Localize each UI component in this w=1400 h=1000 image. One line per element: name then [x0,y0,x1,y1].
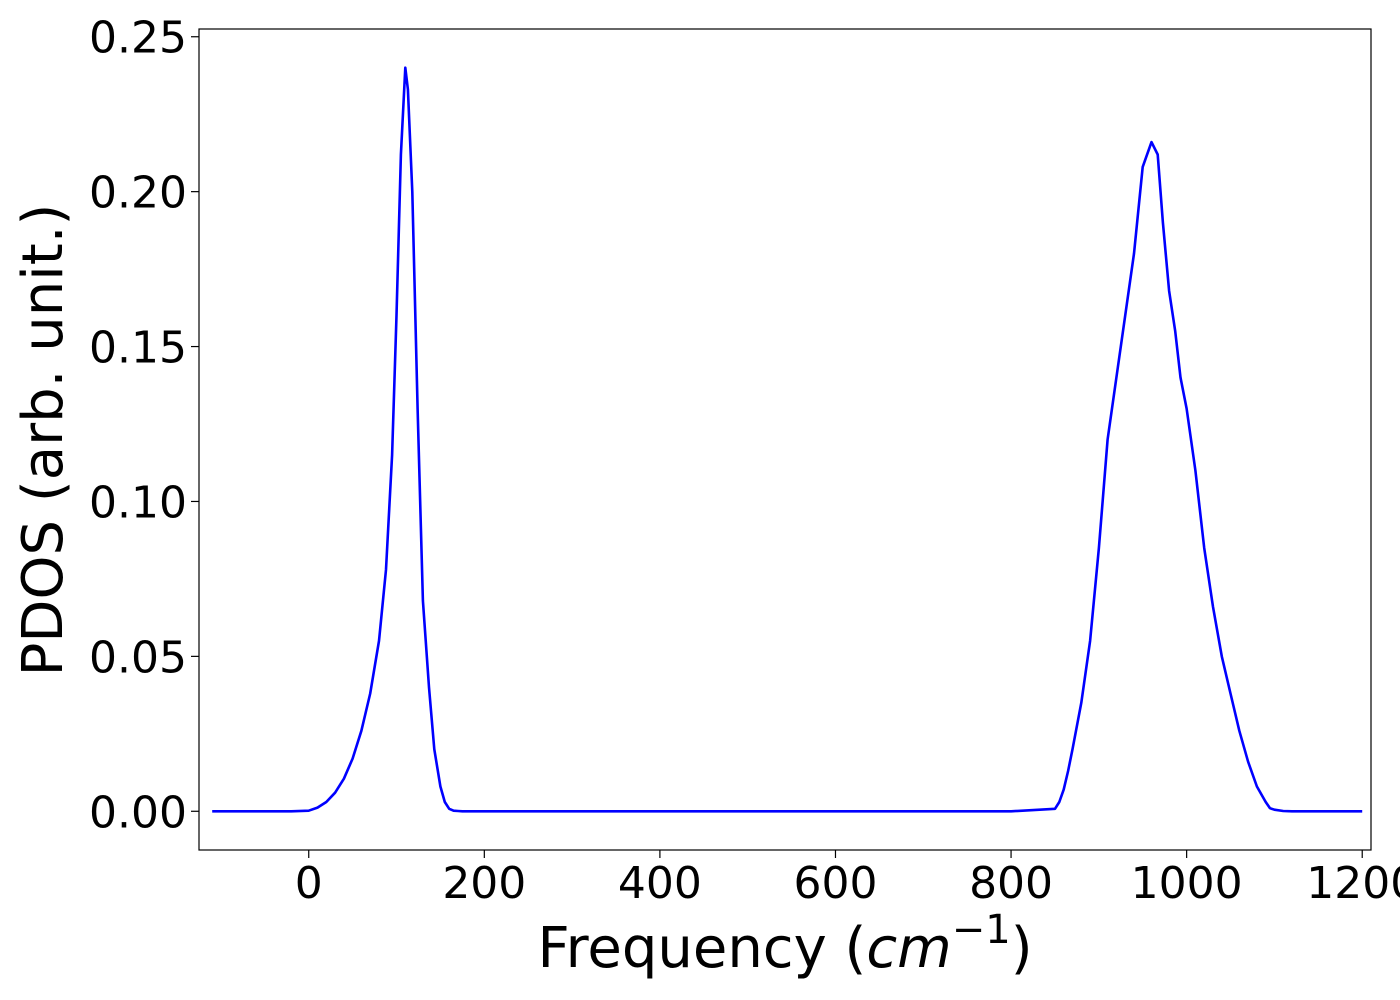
plot-area [199,29,1371,850]
y-tick-label: 0.20 [89,168,187,219]
y-tick-label: 0.10 [89,477,187,528]
y-tick-label: 0.00 [89,787,187,838]
x-tick-label: 1000 [1131,858,1243,909]
x-tick-label: 400 [618,858,702,909]
y-tick-label: 0.25 [89,13,187,64]
x-axis-label-unit: cm [866,916,951,981]
series-line [212,66,1363,813]
y-axis-ticks: 0.00 0.05 0.10 0.15 0.20 0.25 [89,13,199,838]
x-tick-label: 0 [295,858,323,909]
x-tick-label: 800 [969,858,1053,909]
y-tick-label: 0.15 [89,323,187,374]
x-tick-label: 200 [442,858,526,909]
x-axis-label: Frequency (cm−1) [537,907,1032,981]
x-tick-label: 600 [793,858,877,909]
x-axis-label-exponent: −1 [952,907,1011,953]
plot-frame [198,28,1372,851]
y-tick-label: 0.05 [89,632,187,683]
x-axis-label-main: Frequency ( [537,916,866,981]
x-axis-label-close: ) [1011,916,1033,981]
y-axis-label: PDOS (arb. unit.) [11,204,76,677]
